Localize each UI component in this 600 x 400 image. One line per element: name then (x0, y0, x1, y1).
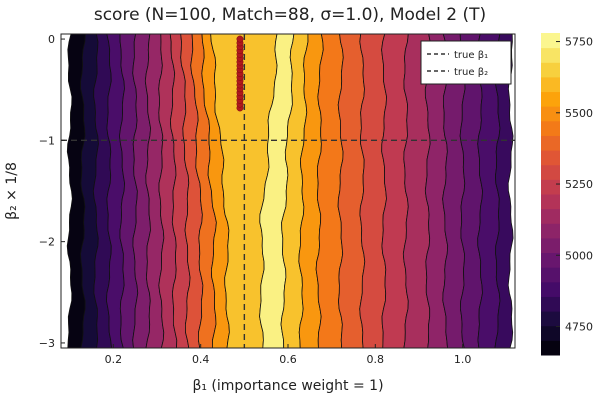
colorbar-segment (541, 267, 560, 283)
x-tick-label: 0.8 (367, 353, 385, 366)
contour-bands (66, 34, 514, 348)
legend-entry: true β₁ (454, 50, 488, 61)
colorbar-segment (541, 296, 560, 312)
colorbar-segment (541, 164, 560, 180)
colorbar-segment (541, 194, 560, 210)
y-tick-label: 0 (48, 33, 55, 46)
colorbar-tick-label: 4750 (565, 321, 593, 334)
colorbar-segment (541, 252, 560, 268)
colorbar-segment (541, 325, 560, 341)
x-tick-label: 0.6 (279, 353, 297, 366)
reference-lines (61, 34, 515, 348)
colorbar-segment (541, 76, 560, 93)
colorbar-segment (541, 47, 560, 63)
colorbar-segment (541, 150, 560, 166)
colorbar-segment (541, 281, 560, 297)
colorbar-tick-label: 5250 (565, 178, 593, 191)
colorbar-segment (541, 33, 560, 49)
legend-box (420, 40, 512, 85)
x-tick-label: 0.4 (192, 353, 210, 366)
y-axis-label: β₂ × 1/8 (4, 162, 20, 220)
colorbar-segment (541, 208, 560, 224)
colorbar-segment (541, 340, 560, 356)
y-tick-label: −1 (39, 134, 55, 147)
y-tick-label: −3 (39, 337, 55, 350)
estimate-marker (236, 35, 244, 43)
colorbar-segment (541, 179, 560, 195)
y-axis: 0 −1 −2 −3 (39, 33, 65, 350)
y-tick-label: −2 (39, 236, 55, 249)
colorbar-segment (541, 91, 560, 107)
colorbar-segment (541, 120, 560, 136)
colorbar-tick-label: 5750 (565, 36, 593, 49)
colorbar-segment (541, 106, 560, 122)
contour-band (359, 34, 388, 348)
colorbar-tick-label: 5500 (565, 107, 593, 120)
x-tick-label: 0.2 (105, 353, 123, 366)
estimate-points (236, 35, 244, 112)
legend: true β₁ true β₂ (420, 40, 512, 85)
colorbar-segment (541, 223, 560, 239)
colorbar-segment (541, 237, 560, 254)
x-tick-label: 1.0 (454, 353, 472, 366)
colorbar-tick-label: 5000 (565, 249, 593, 262)
colorbar: 4750 5000 5250 5500 5750 (541, 33, 593, 356)
contour-band (494, 34, 514, 348)
colorbar-segment (541, 135, 560, 151)
colorbar-segment (541, 311, 560, 327)
chart-title: score (N=100, Match=88, σ=1.0), Model 2 … (94, 5, 486, 25)
colorbar-segment (541, 62, 560, 78)
legend-entry: true β₂ (454, 67, 488, 78)
x-axis-label: β₁ (importance weight = 1) (192, 378, 383, 394)
x-axis: 0.2 0.4 0.6 0.8 1.0 (105, 344, 472, 366)
